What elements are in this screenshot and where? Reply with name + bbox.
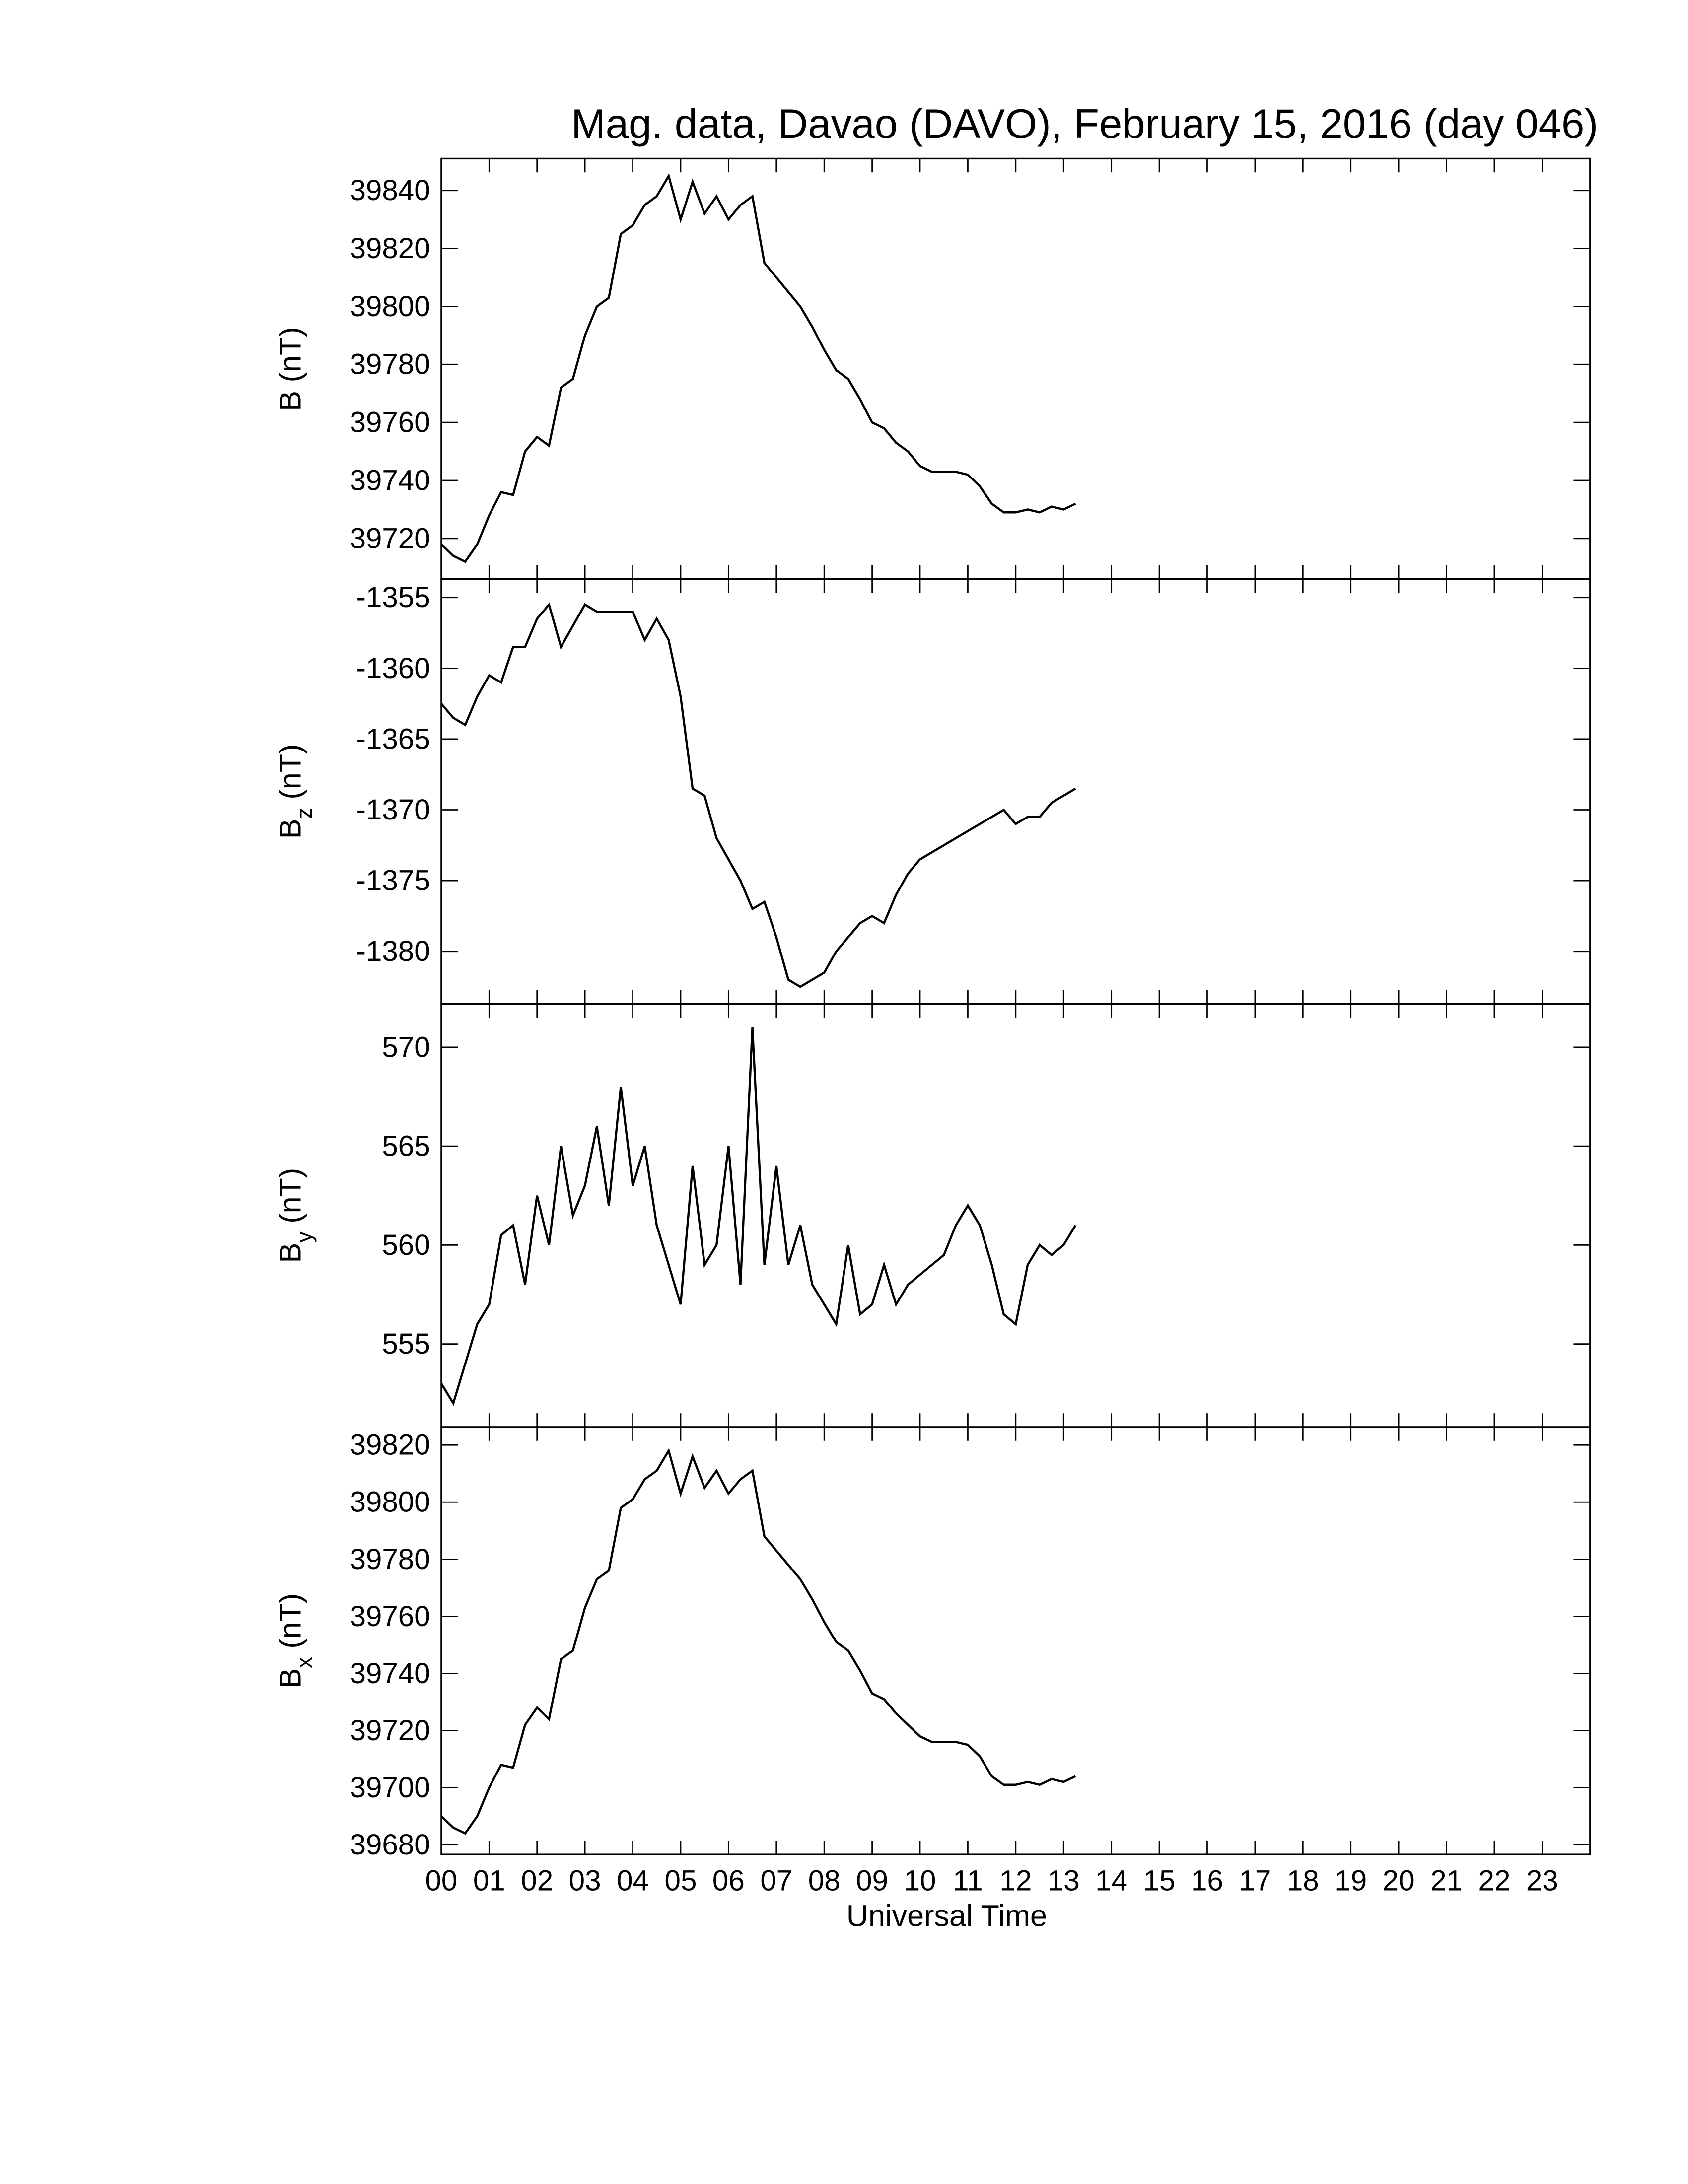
y-axis-label: B (nT): [274, 327, 307, 410]
plot-frame: [440, 578, 1591, 1005]
y-axis-label: By (nT): [274, 1168, 317, 1263]
x-tick-label: 11: [953, 1864, 983, 1897]
y-tick-label: 39740: [350, 464, 430, 496]
y-tick-label: 570: [382, 1031, 430, 1063]
x-tick-label: 21: [1430, 1864, 1463, 1897]
x-tick-label: 14: [1095, 1864, 1127, 1897]
y-tick-label: -1370: [356, 794, 430, 826]
y-axis-label: Bz (nT): [274, 744, 317, 839]
y-label-unit: (nT): [274, 744, 307, 800]
y-label-subscript: x: [292, 1657, 317, 1668]
y-tick-label: 39760: [350, 407, 430, 439]
x-tick-label: 05: [665, 1864, 697, 1897]
x-tick-label: 00: [425, 1864, 457, 1897]
plot-frame: [440, 1426, 1591, 1855]
plot-frame: [440, 157, 1591, 580]
y-tick-label: 39780: [350, 348, 430, 381]
x-tick-label: 19: [1335, 1864, 1367, 1897]
x-tick-label: 13: [1048, 1864, 1080, 1897]
y-tick-label: 565: [382, 1130, 430, 1162]
y-tick-label: 39700: [350, 1772, 430, 1804]
y-tick-label: 39800: [350, 1486, 430, 1518]
x-tick-label: 02: [521, 1864, 553, 1897]
x-tick-label: 04: [617, 1864, 649, 1897]
y-label-symbol: B: [274, 391, 307, 411]
data-line: [440, 173, 1076, 563]
x-tick-label: 17: [1239, 1864, 1271, 1897]
data-line: [440, 602, 1076, 988]
y-label-unit: (nT): [274, 1593, 307, 1649]
y-tick-label: -1355: [356, 581, 430, 614]
y-label-subscript: y: [292, 1231, 317, 1243]
x-tick-label: 20: [1383, 1864, 1415, 1897]
data-line: [440, 1448, 1076, 1835]
y-tick-label: 560: [382, 1229, 430, 1261]
x-axis-label: Universal Time: [846, 1899, 1047, 1933]
y-tick-label: 39760: [350, 1600, 430, 1633]
y-label-symbol: B: [274, 1243, 307, 1263]
x-tick-label: 12: [999, 1864, 1032, 1897]
chart-title: Mag. data, Davao (DAVO), February 15, 20…: [571, 101, 1598, 147]
x-tick-label: 08: [808, 1864, 841, 1897]
y-tick-label: 39840: [350, 174, 430, 206]
x-tick-label: 09: [856, 1864, 888, 1897]
y-label-symbol: B: [274, 819, 307, 839]
y-tick-label: -1375: [356, 865, 430, 897]
y-axis-label: Bx (nT): [274, 1593, 317, 1689]
x-tick-label: 10: [904, 1864, 936, 1897]
y-tick-label: 555: [382, 1328, 430, 1360]
data-line: [440, 1027, 1077, 1406]
x-tick-label: 07: [760, 1864, 792, 1897]
y-label-symbol: B: [274, 1668, 307, 1689]
plot-frame: [440, 1003, 1591, 1428]
x-tick-label: 03: [569, 1864, 601, 1897]
y-tick-label: 39720: [350, 1714, 430, 1747]
y-tick-label: 39800: [350, 290, 430, 323]
y-tick-label: 39680: [350, 1829, 430, 1861]
y-tick-label: 39740: [350, 1657, 430, 1690]
y-label-unit: (nT): [274, 327, 307, 382]
x-tick-label: 18: [1287, 1864, 1319, 1897]
y-label-subscript: z: [292, 808, 317, 819]
x-tick-label: 23: [1526, 1864, 1558, 1897]
y-tick-label: 39820: [350, 232, 430, 265]
y-tick-label: 39720: [350, 522, 430, 554]
y-tick-label: -1360: [356, 652, 430, 684]
x-tick-label: 01: [473, 1864, 505, 1897]
x-tick-label: 22: [1478, 1864, 1511, 1897]
y-tick-label: -1365: [356, 723, 430, 755]
y-tick-label: 39780: [350, 1543, 430, 1575]
y-label-unit: (nT): [274, 1168, 307, 1224]
x-tick-label: 15: [1143, 1864, 1176, 1897]
x-tick-label: 16: [1191, 1864, 1223, 1897]
x-tick-label: 06: [712, 1864, 745, 1897]
y-tick-label: -1380: [356, 935, 430, 967]
y-tick-label: 39820: [350, 1429, 430, 1461]
